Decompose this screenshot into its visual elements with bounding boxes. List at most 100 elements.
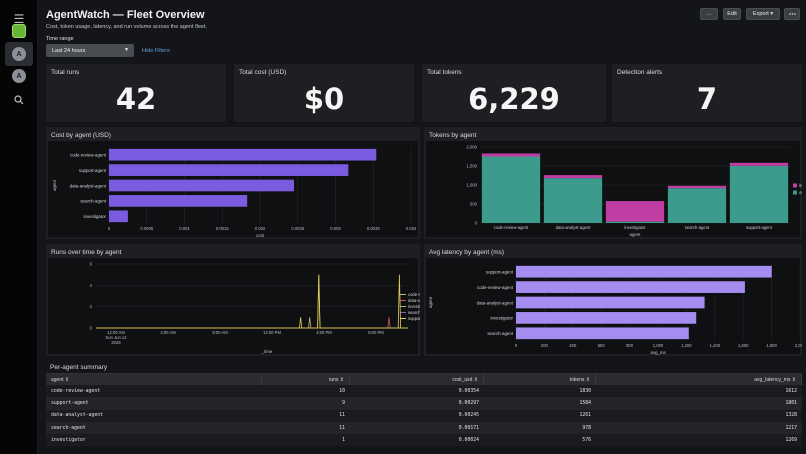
tick-label: 0.001 (179, 226, 190, 231)
bar-segment (667, 188, 727, 223)
bar-segment (729, 162, 789, 166)
bar-segment (481, 156, 541, 223)
hide-filters-link[interactable]: Hide Filters (142, 48, 170, 54)
table-cell: 576 (582, 437, 591, 443)
category-label: support-agent (486, 270, 514, 275)
export-button[interactable]: Export ▾ (746, 8, 780, 20)
tick-label: 800 (626, 343, 634, 348)
search-icon[interactable] (9, 90, 29, 110)
column-header-tokens[interactable]: tokens ⇕ (484, 374, 596, 385)
column-header-runs[interactable]: runs ⇕ (262, 374, 350, 385)
table-cell: 978 (582, 425, 591, 431)
tick-label: 1,600 (738, 343, 749, 348)
legend-label: code-review-agent (408, 292, 420, 297)
table-cell: 1612 (785, 388, 797, 394)
page-title: AgentWatch — Fleet Overview (46, 9, 205, 21)
panel-runs-over-time: Runs over time by agent 0 2 4 6 12:00 AM Sun … (46, 244, 420, 356)
tick-label: 4:00 AM (160, 330, 176, 335)
tick-label: 0.0015 (216, 226, 229, 231)
x-axis-label: avg_ms (650, 350, 666, 355)
table-row[interactable]: search-agent 11 0.00171 978 1217 (46, 421, 802, 435)
legend-label: support-agent (408, 316, 420, 321)
menu-icon[interactable]: ☰ (13, 12, 25, 26)
table-row[interactable]: support-agent 9 0.00297 1584 1801 (46, 397, 802, 410)
table-row[interactable]: data-analyst-agent 11 0.00245 1261 1328 (46, 409, 802, 422)
category-label: search-agent (685, 225, 710, 230)
tick-label: 2,000 (795, 343, 802, 348)
tick-label: 2,000 (467, 145, 478, 150)
tick-label: 0.0025 (291, 226, 304, 231)
kpi-value: 6,229 (468, 82, 560, 116)
table-cell: investigator (51, 437, 86, 443)
more-options-button[interactable] (784, 8, 800, 20)
bar (516, 312, 697, 324)
table-cell: 1261 (579, 413, 591, 419)
category-label: search-agent (487, 331, 513, 336)
kpi-value: 7 (696, 82, 718, 116)
tick-label: 8:00 AM (212, 330, 228, 335)
kpi-total-cost: Total cost (USD) $0 (234, 64, 414, 122)
tick-label: 0 (475, 221, 478, 226)
category-label: support-agent (746, 225, 773, 230)
panel-title: Avg latency by agent (ms) (429, 249, 505, 256)
column-header-agent[interactable]: agent ⇕ (46, 374, 262, 385)
table-cell: support-agent (51, 400, 89, 406)
nav-item-avatar-1[interactable]: A (5, 42, 33, 66)
bar-segment (543, 175, 603, 179)
page-description: Cost, token usage, latency, and run volu… (46, 24, 208, 30)
table-cell: search-agent (51, 425, 86, 431)
table-cell: 1 (342, 437, 345, 443)
more-button[interactable]: ... (700, 8, 718, 20)
chevron-down-icon: ▼ (124, 47, 129, 53)
nav-item-avatar-2[interactable]: A (5, 64, 33, 88)
bar-segment (605, 221, 665, 223)
sidebar: ☰ A A (0, 0, 38, 454)
category-label: code-review-agent (70, 153, 107, 158)
legend-swatch (793, 190, 797, 195)
tick-label: 0.002 (255, 226, 266, 231)
bar (109, 210, 128, 223)
tick-label: 1,800 (766, 343, 777, 348)
column-header-cost[interactable]: cost_usd ⇕ (350, 374, 484, 385)
table-cell: 0.00245 (458, 413, 479, 419)
x-axis-label: _time (261, 349, 273, 354)
category-label: investigator (491, 316, 514, 321)
table-row[interactable]: investigator 1 0.00024 576 1269 (46, 434, 802, 447)
x-axis-label: cost (256, 233, 265, 238)
table-cell: 0.00171 (458, 425, 479, 431)
series-line (96, 274, 408, 329)
edit-button[interactable]: Edit (723, 8, 741, 20)
panel-cost-by-agent: Cost by agent (USD) 0 0.0005 0.001 0.0015 0.… (46, 127, 420, 239)
time-range-select[interactable]: Last 24 hours ▼ (46, 44, 134, 57)
legend-label: search-agent (408, 310, 420, 315)
tick-label: 600 (598, 343, 606, 348)
dashboard-main: AgentWatch — Fleet Overview Cost, token … (38, 0, 806, 454)
category-label: search-agent (80, 199, 106, 204)
tick-label: 1,000 (467, 183, 478, 188)
app-logo-icon[interactable] (12, 24, 26, 38)
table-cell: 0.00024 (458, 437, 479, 443)
table-cell: 11 (339, 425, 345, 431)
column-header-latency[interactable]: avg_latency_ms ⇕ (596, 374, 802, 385)
bar-segment (605, 201, 665, 222)
legend-swatch (793, 183, 797, 188)
table-cell: 1328 (785, 413, 797, 419)
table-cell: 11 (339, 413, 345, 419)
bar (516, 265, 772, 278)
table-row[interactable]: code-review-agent 10 0.00354 1830 1612 (46, 385, 802, 398)
summary-title: Per-agent summary (50, 364, 108, 371)
kpi-title: Detection alerts (617, 69, 663, 76)
tokens-stacked-bar-chart: 0 500 1,000 1,500 2,000 code-review-agent data… (467, 145, 802, 238)
table-cell: 0.00297 (458, 400, 479, 406)
category-label: data-analyst-agent (70, 183, 107, 188)
bar (516, 296, 705, 309)
table-cell: 1801 (785, 400, 797, 406)
tick-label: 400 (569, 343, 577, 348)
bar (109, 148, 377, 161)
legend-label: input (799, 183, 802, 188)
table-header: agent ⇕ runs ⇕ cost_usd ⇕ tokens ⇕ avg_l… (46, 373, 802, 385)
tick-label: 1,200 (681, 343, 692, 348)
category-label: data-analyst-agent (556, 225, 592, 230)
tick-label: 0.0035 (367, 226, 380, 231)
tick-label: 0 (90, 326, 93, 331)
